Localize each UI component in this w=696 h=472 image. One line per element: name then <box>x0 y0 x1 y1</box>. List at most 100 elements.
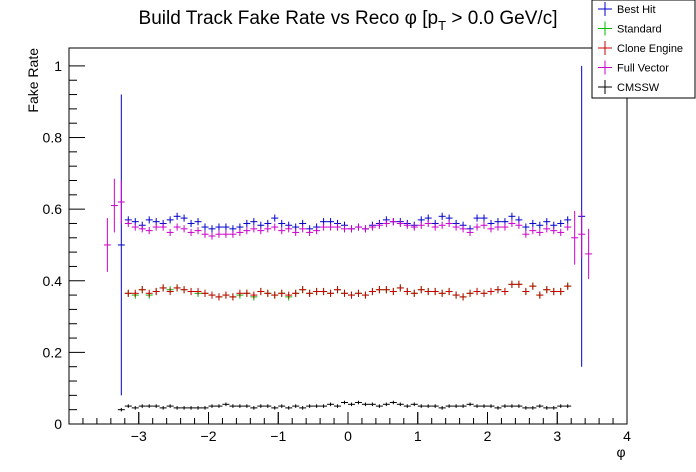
y-tick-label: 0.2 <box>43 344 63 360</box>
data-point <box>103 218 111 272</box>
data-point <box>264 289 272 297</box>
data-point <box>173 406 181 410</box>
data-point <box>543 218 551 226</box>
data-point <box>229 230 237 238</box>
data-point <box>410 402 418 407</box>
legend-item: CMSSW <box>598 80 660 94</box>
data-point <box>424 219 432 228</box>
data-point <box>208 225 216 233</box>
data-point <box>522 406 530 410</box>
data-point <box>327 223 335 231</box>
x-tick-label: −3 <box>131 428 147 444</box>
data-point <box>341 225 348 233</box>
legend-label: Clone Engine <box>617 43 683 55</box>
data-point <box>201 230 209 238</box>
data-point <box>306 289 314 297</box>
data-point <box>354 400 362 405</box>
data-point <box>375 221 383 229</box>
data-point <box>410 289 418 297</box>
data-point <box>431 404 439 408</box>
data-point <box>452 291 460 299</box>
data-point <box>131 289 139 297</box>
data-point <box>480 289 488 297</box>
data-point <box>271 223 279 231</box>
data-point <box>382 402 390 407</box>
data-point <box>299 406 307 410</box>
data-point <box>180 286 188 294</box>
data-point <box>257 287 265 296</box>
data-point <box>159 406 167 410</box>
data-point <box>131 223 139 231</box>
data-point <box>243 404 251 408</box>
data-point <box>389 400 397 405</box>
chart-title: Build Track Fake Rate vs Reco φ [pT > 0.… <box>139 8 558 33</box>
data-point <box>138 286 146 294</box>
data-point <box>494 406 502 410</box>
data-point <box>494 286 502 294</box>
series-standard <box>124 280 572 301</box>
legend-label: Full Vector <box>617 63 669 75</box>
data-point <box>285 406 293 410</box>
data-point <box>208 232 216 240</box>
data-point <box>431 223 439 231</box>
data-point <box>522 223 530 231</box>
data-point <box>459 225 467 233</box>
data-point <box>187 406 195 410</box>
data-point <box>243 289 251 297</box>
data-point <box>250 291 258 299</box>
data-point <box>299 286 307 294</box>
data-point <box>271 214 279 222</box>
data-point <box>236 404 244 408</box>
data-point <box>145 404 153 408</box>
data-point <box>124 289 132 297</box>
data-point <box>201 223 209 231</box>
legend-box <box>591 0 696 99</box>
data-point <box>515 221 523 229</box>
data-point <box>536 228 544 236</box>
data-point <box>550 287 558 296</box>
data-point <box>215 230 223 238</box>
data-point <box>348 402 355 407</box>
data-point <box>348 291 355 299</box>
x-axis: −3 −2 −1 0 1 2 3 4 <box>82 412 631 444</box>
data-point <box>389 287 397 296</box>
data-point <box>466 289 474 297</box>
data-point <box>543 225 551 233</box>
data-point <box>313 227 321 235</box>
data-point <box>257 227 265 235</box>
y-tick-label: 1 <box>54 58 62 74</box>
y-tick-label: 0 <box>54 416 62 432</box>
data-point <box>166 228 174 236</box>
x-tick-label: 2 <box>484 428 492 444</box>
data-point <box>536 221 544 229</box>
data-point <box>194 287 202 296</box>
data-point <box>334 286 342 294</box>
data-point <box>571 210 579 265</box>
data-point <box>152 287 160 296</box>
data-point <box>327 289 335 297</box>
data-point <box>187 287 195 296</box>
data-point <box>173 223 181 231</box>
data-point <box>292 289 300 297</box>
data-point <box>550 406 558 410</box>
data-point <box>341 400 348 405</box>
y-tick-label: 0.4 <box>43 273 63 289</box>
data-point <box>194 218 202 226</box>
data-point <box>522 230 530 238</box>
data-point <box>341 289 348 297</box>
data-point <box>564 404 572 408</box>
data-point <box>417 221 425 229</box>
data-point <box>382 219 390 228</box>
legend-item: Standard <box>598 21 662 36</box>
data-point <box>508 219 516 228</box>
data-point <box>299 225 307 233</box>
data-point <box>487 287 495 296</box>
data-point <box>180 406 188 410</box>
data-point <box>208 291 216 299</box>
data-point <box>543 406 551 410</box>
data-point <box>375 404 383 408</box>
data-point <box>278 219 286 228</box>
data-point <box>529 282 537 290</box>
x-tick-label: 0 <box>344 428 352 444</box>
